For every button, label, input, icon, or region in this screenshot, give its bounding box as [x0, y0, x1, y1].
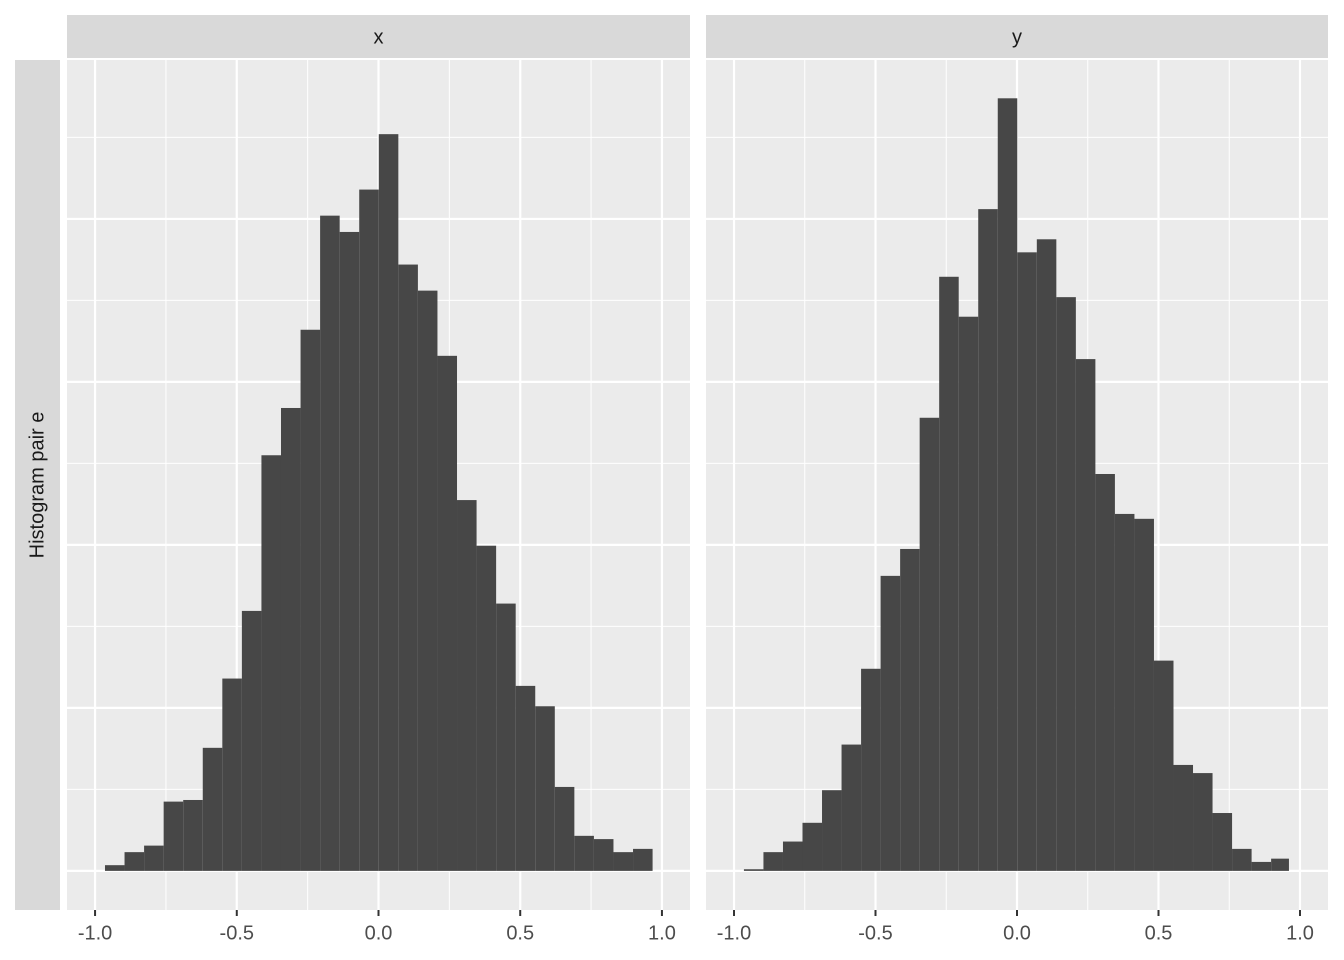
bar: [476, 545, 497, 871]
bar: [574, 835, 594, 871]
x-tick-label: 0.5: [506, 922, 534, 944]
x-tick-label: 0.0: [365, 922, 393, 944]
bar: [743, 869, 764, 871]
bar: [261, 455, 281, 871]
row-label: Histogram pair e: [26, 412, 48, 559]
bar: [1017, 252, 1037, 871]
bar: [880, 575, 901, 871]
bar: [1271, 858, 1289, 871]
x-tick-label: -1.0: [78, 922, 112, 944]
x-tick-label: -1.0: [717, 922, 751, 944]
bar: [958, 316, 979, 871]
bar: [1212, 813, 1233, 871]
bar: [900, 548, 920, 871]
bar: [841, 744, 862, 871]
bar: [1095, 473, 1115, 871]
bar: [939, 276, 959, 871]
bar: [782, 841, 803, 871]
bar: [359, 189, 379, 871]
bar: [1193, 773, 1213, 871]
bar: [997, 98, 1018, 871]
x-tick-label: 1.0: [1286, 922, 1314, 944]
panel-title: x: [374, 26, 384, 48]
x-tick-label: 0.0: [1003, 922, 1031, 944]
x-tick-label: 1.0: [648, 922, 676, 944]
bar: [163, 801, 184, 871]
bar: [144, 845, 164, 871]
x-tick-label: -0.5: [220, 922, 254, 944]
strip: [706, 15, 1328, 58]
bar: [320, 215, 340, 871]
bar: [202, 747, 223, 871]
row-strip: [15, 60, 60, 910]
strip: [67, 15, 690, 58]
bar: [763, 852, 783, 871]
bar: [1114, 513, 1135, 871]
bar: [124, 852, 145, 871]
bar: [280, 407, 301, 871]
bar: [515, 685, 536, 871]
bar: [593, 839, 614, 871]
bar: [613, 852, 634, 871]
bar: [417, 290, 438, 871]
bar: [861, 668, 881, 871]
x-tick-label: -0.5: [858, 922, 892, 944]
bar: [554, 786, 575, 871]
bar: [222, 678, 242, 871]
bar: [457, 500, 477, 871]
bar: [241, 610, 262, 871]
bar: [496, 603, 516, 871]
bar: [1036, 239, 1057, 871]
bar: [802, 822, 823, 871]
bar: [1056, 297, 1076, 871]
panel-title: y: [1012, 26, 1022, 48]
bar: [1075, 359, 1096, 871]
bar: [378, 134, 399, 871]
bar: [822, 790, 842, 871]
bar: [919, 417, 940, 871]
bar: [183, 799, 203, 871]
bar: [398, 264, 418, 871]
bar: [1153, 660, 1174, 871]
bar: [437, 355, 458, 871]
bar: [300, 329, 321, 871]
bar: [978, 209, 998, 871]
x-tick-label: 0.5: [1145, 922, 1173, 944]
bar: [1134, 518, 1154, 871]
bar: [1251, 861, 1272, 871]
bar: [1173, 764, 1194, 871]
bar: [633, 848, 653, 871]
bar: [535, 706, 555, 871]
bar: [1232, 848, 1252, 871]
bar: [339, 231, 360, 871]
bar: [104, 865, 125, 871]
